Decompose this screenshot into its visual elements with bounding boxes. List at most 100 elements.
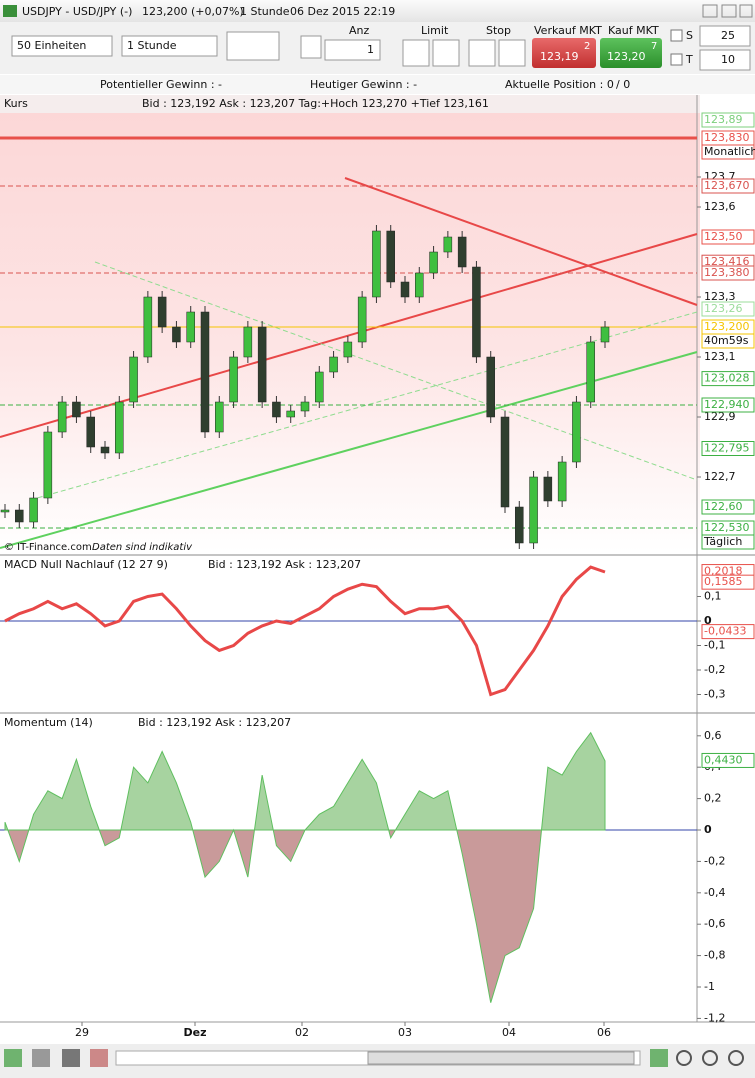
- candle: [29, 497, 38, 523]
- level-box: [701, 574, 755, 590]
- tool-button[interactable]: [62, 1049, 80, 1067]
- trend-line: [344, 177, 698, 306]
- trend-line: [29, 311, 698, 501]
- tool-button[interactable]: [650, 1049, 668, 1067]
- candle: [172, 326, 181, 343]
- sell-button[interactable]: [532, 38, 596, 68]
- limit-sell-button[interactable]: [432, 39, 460, 67]
- sell-price: 123,19: [540, 50, 579, 63]
- candle: [515, 506, 524, 544]
- stop-buy-button[interactable]: [468, 39, 496, 67]
- level-box: [701, 752, 755, 768]
- position: Aktuelle Position : 0: [505, 78, 614, 91]
- candle: [272, 401, 281, 418]
- level-box: [701, 178, 755, 194]
- level-label: 0,2018: [704, 565, 743, 578]
- level-label: 123,416: [704, 255, 750, 268]
- level-label: 123,26: [704, 302, 743, 315]
- buy-pip: 7: [651, 41, 657, 52]
- candle: [586, 341, 595, 403]
- candle: [72, 401, 81, 418]
- price-label: Kurs: [4, 97, 28, 110]
- level-box: [701, 441, 755, 456]
- settings-button[interactable]: [300, 35, 322, 59]
- t-label: T: [685, 53, 693, 66]
- s-value: 25: [721, 29, 735, 42]
- zoom-in-button[interactable]: [728, 1050, 744, 1066]
- tool-button[interactable]: [4, 1049, 22, 1067]
- momentum-quote: Bid : 123,192 Ask : 123,207: [138, 716, 291, 729]
- price: 123,200 (+0,07%): [142, 5, 244, 18]
- x-tick-label: 04: [502, 1026, 516, 1039]
- level-label: 123,830: [704, 131, 750, 144]
- candle: [500, 416, 510, 508]
- candle: [186, 311, 195, 343]
- t-input[interactable]: [699, 49, 751, 71]
- candle: [15, 509, 24, 523]
- candle: [343, 341, 353, 358]
- today-gain: Heutiger Gewinn : -: [310, 78, 417, 91]
- level-label: 123,200: [704, 320, 750, 333]
- y-tick-label: -1,2: [704, 1011, 725, 1024]
- quantity-label: Anz: [349, 24, 369, 37]
- close-button[interactable]: [739, 4, 753, 18]
- level-tag-box: [701, 144, 755, 160]
- scroll-thumb[interactable]: [367, 1051, 635, 1065]
- candle: [429, 251, 438, 274]
- level-tag: 40m59s: [704, 334, 749, 347]
- interval: 1 Stunde: [240, 5, 290, 18]
- candle: [557, 461, 567, 502]
- macd-label: MACD Null Nachlauf (12 27 9): [4, 558, 168, 571]
- y-tick-label: 122,7: [704, 470, 736, 483]
- candle: [257, 326, 267, 403]
- s-checkbox[interactable]: [670, 29, 683, 42]
- candle: [443, 236, 453, 253]
- s-label: S: [686, 29, 693, 42]
- y-tick-label: 0: [704, 614, 712, 627]
- buy-price: 123,20: [607, 50, 646, 63]
- quantity-input[interactable]: [324, 39, 381, 61]
- y-tick-label: -0,3: [704, 688, 725, 701]
- maximize-button[interactable]: [721, 4, 737, 18]
- x-tick-label: 06: [597, 1026, 611, 1039]
- candle: [0, 509, 10, 513]
- level-tag: Täglich: [703, 535, 742, 548]
- chart-type-button[interactable]: [226, 31, 280, 61]
- buy-button[interactable]: [600, 38, 662, 68]
- interval-select[interactable]: [121, 35, 218, 57]
- zoom-out-button[interactable]: [702, 1050, 718, 1066]
- s-input[interactable]: [699, 25, 751, 47]
- candle: [143, 296, 153, 358]
- buy-label: Kauf MKT: [608, 24, 659, 37]
- level-label: 123,89: [704, 113, 743, 126]
- candle: [472, 266, 481, 358]
- candle: [457, 236, 467, 268]
- zoom-button[interactable]: [676, 1050, 692, 1066]
- macd-line: [4, 565, 606, 697]
- level-tag-box: [701, 534, 755, 550]
- potential-gain: Potentieller Gewinn : -: [100, 78, 222, 91]
- y-tick-label: 0,2: [704, 792, 722, 805]
- candle: [400, 281, 410, 298]
- level-box: [701, 112, 755, 128]
- tool-button[interactable]: [32, 1049, 50, 1067]
- candle: [486, 356, 495, 418]
- candle: [243, 326, 253, 358]
- level-tag: Monatlich: [704, 145, 755, 158]
- y-tick-label: -0,8: [704, 949, 725, 962]
- tool-button[interactable]: [90, 1049, 108, 1067]
- limit-buy-button[interactable]: [402, 39, 430, 67]
- candle: [157, 296, 167, 328]
- t-checkbox[interactable]: [670, 53, 683, 66]
- level-label: 123,670: [704, 179, 750, 192]
- candle: [600, 326, 610, 343]
- candle: [43, 431, 53, 499]
- stop-sell-button[interactable]: [498, 39, 526, 67]
- units-select[interactable]: [11, 35, 113, 57]
- minimize-button[interactable]: [702, 4, 718, 18]
- candle: [86, 416, 95, 448]
- candle: [529, 476, 538, 544]
- y-tick-label: 0: [704, 823, 712, 836]
- candle: [315, 371, 324, 403]
